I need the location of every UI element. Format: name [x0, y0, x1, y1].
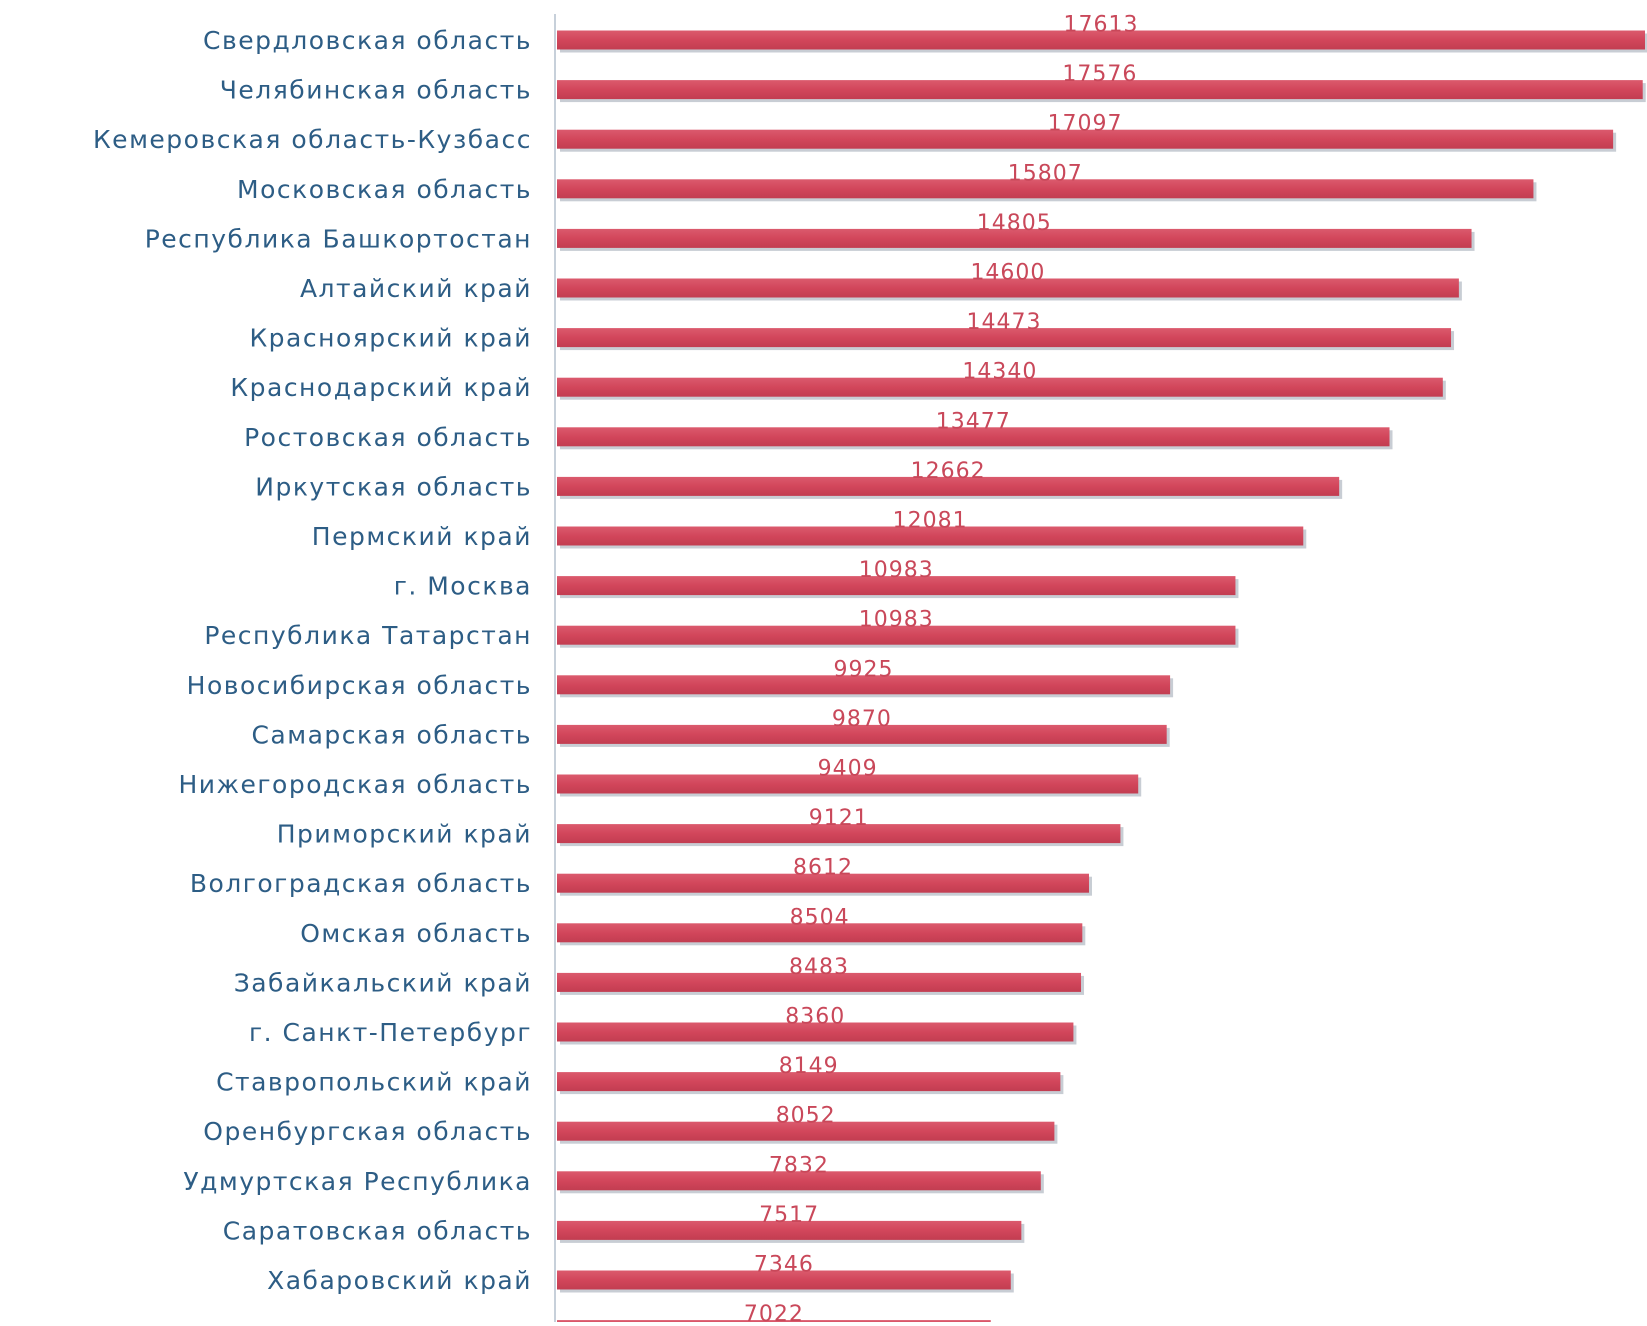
bars-layer: [557, 30, 1647, 1326]
bar: [557, 328, 1452, 348]
bar: [557, 576, 1236, 596]
category-label: Саратовская область: [223, 1216, 532, 1245]
category-label: Волгоградская область: [190, 869, 532, 898]
value-label: 12662: [911, 459, 986, 484]
bar: [557, 724, 1167, 744]
value-label: 7832: [769, 1153, 829, 1178]
bar: [557, 824, 1121, 844]
value-label: 15807: [1008, 161, 1083, 186]
category-label: Хабаровский край: [267, 1266, 532, 1295]
category-label: Приморский край: [277, 820, 532, 849]
value-label: 8149: [779, 1054, 839, 1079]
category-label: Алтайский край: [300, 274, 532, 303]
bar: [557, 625, 1236, 645]
bar: [557, 1171, 1041, 1191]
value-label: 7517: [759, 1203, 819, 1228]
category-label: Пермский край: [312, 522, 532, 551]
category-label: Удмуртская Республика: [183, 1167, 532, 1196]
category-label: Красноярский край: [249, 324, 532, 353]
category-label: Нижегородская область: [178, 770, 532, 799]
bar: [557, 427, 1390, 447]
bar: [557, 80, 1643, 100]
bar: [557, 1072, 1061, 1092]
value-label: 17613: [1064, 13, 1139, 38]
bar: [557, 1270, 1011, 1290]
bar: [557, 228, 1472, 248]
bar: [557, 129, 1614, 149]
category-label: Ростовская область: [244, 423, 532, 452]
bar: [557, 526, 1304, 546]
value-label: 14805: [977, 211, 1052, 236]
value-label: 9121: [809, 806, 869, 831]
category-label: г. Москва: [394, 572, 532, 601]
category-label: Забайкальский край: [234, 968, 532, 997]
category-label: Самарская область: [251, 720, 532, 749]
value-label: 8612: [793, 856, 853, 881]
value-label: 8504: [790, 905, 850, 930]
value-label: 14600: [970, 261, 1045, 286]
value-label: 14473: [967, 310, 1042, 335]
bar: [557, 1220, 1022, 1240]
value-label: 17576: [1062, 62, 1137, 87]
category-label: г. Санкт-Петербург: [249, 1018, 532, 1047]
value-label: 10983: [859, 608, 934, 633]
value-label: 12081: [893, 509, 968, 534]
bar: [557, 972, 1082, 992]
bar: [557, 1121, 1055, 1141]
bar: [557, 179, 1534, 199]
value-label: 7022: [744, 1302, 804, 1322]
value-label: 10983: [859, 558, 934, 583]
value-label: 8360: [785, 1005, 845, 1030]
category-label: Республика Башкортостан: [145, 224, 532, 253]
bar: [557, 278, 1459, 298]
category-label: Иркутская область: [255, 472, 532, 501]
bar: [557, 774, 1139, 794]
bar: [557, 873, 1089, 893]
bar: [557, 30, 1645, 50]
bar: [557, 1022, 1074, 1042]
category-label: Республика Татарстан: [204, 621, 532, 650]
bar: [557, 923, 1083, 943]
value-label: 9925: [834, 657, 894, 682]
value-label: 8483: [789, 955, 849, 980]
category-label: Краснодарский край: [230, 373, 532, 402]
value-label: 9409: [818, 757, 878, 782]
category-label: Челябинская область: [220, 76, 532, 105]
category-label: Новосибирская область: [187, 671, 532, 700]
bar: [557, 675, 1171, 695]
bar: [557, 476, 1340, 496]
value-label: 8052: [776, 1104, 836, 1129]
labels-layer: 17613 Свердловская область 17576 Челябинска…: [93, 13, 1139, 1326]
value-label: 9870: [832, 707, 892, 732]
value-label: 13477: [936, 409, 1011, 434]
bar: [557, 377, 1443, 397]
category-label: Свердловская область: [203, 26, 532, 55]
category-label: Омская область: [300, 919, 532, 948]
category-label: Кемеровская область-Кузбасс: [93, 125, 532, 154]
category-label: Оренбургская область: [203, 1117, 532, 1146]
value-label: 14340: [962, 360, 1037, 385]
category-label: Московская область: [237, 175, 532, 204]
value-label: 17097: [1048, 112, 1123, 137]
value-label: 7346: [754, 1253, 814, 1278]
category-label: Ставропольский край: [216, 1068, 532, 1097]
